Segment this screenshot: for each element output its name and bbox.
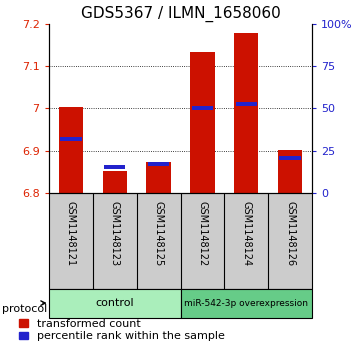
Bar	[49, 289, 180, 318]
Title: GDS5367 / ILMN_1658060: GDS5367 / ILMN_1658060	[81, 6, 280, 22]
Bar	[235, 102, 257, 106]
Text: GSM1148126: GSM1148126	[285, 201, 295, 266]
Bar	[148, 162, 169, 167]
Bar	[104, 165, 126, 169]
Text: control: control	[95, 298, 134, 308]
Text: miR-542-3p overexpression: miR-542-3p overexpression	[184, 299, 308, 307]
Bar	[192, 106, 213, 110]
Text: GSM1148121: GSM1148121	[66, 201, 76, 266]
Bar	[278, 150, 303, 193]
Text: GSM1148125: GSM1148125	[153, 201, 164, 266]
Bar	[234, 33, 258, 193]
Text: GSM1148124: GSM1148124	[242, 201, 251, 266]
Bar	[60, 137, 82, 141]
Text: GSM1148122: GSM1148122	[197, 201, 208, 266]
Text: protocol: protocol	[2, 304, 47, 314]
Bar	[180, 289, 312, 318]
Legend: transformed count, percentile rank within the sample: transformed count, percentile rank withi…	[14, 314, 229, 346]
Bar	[58, 107, 83, 193]
Bar	[147, 162, 171, 193]
Bar	[103, 171, 127, 193]
Text: GSM1148123: GSM1148123	[110, 201, 119, 266]
Bar	[279, 156, 301, 160]
Bar	[190, 52, 214, 193]
